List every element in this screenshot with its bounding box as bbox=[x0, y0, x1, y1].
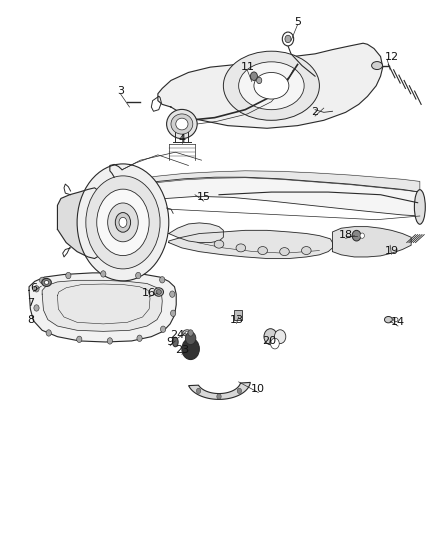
Polygon shape bbox=[110, 177, 420, 216]
Ellipse shape bbox=[108, 203, 138, 242]
Polygon shape bbox=[332, 227, 411, 257]
Text: 7: 7 bbox=[27, 297, 34, 308]
Circle shape bbox=[237, 388, 242, 393]
Ellipse shape bbox=[254, 72, 289, 99]
Ellipse shape bbox=[239, 62, 304, 110]
Ellipse shape bbox=[166, 109, 197, 139]
Circle shape bbox=[137, 335, 142, 342]
Text: 6: 6 bbox=[30, 283, 37, 293]
Ellipse shape bbox=[301, 247, 311, 255]
Text: 2: 2 bbox=[311, 107, 318, 117]
Text: 16: 16 bbox=[142, 288, 156, 298]
Text: 18: 18 bbox=[339, 230, 353, 240]
Text: 15: 15 bbox=[197, 192, 211, 203]
Circle shape bbox=[264, 329, 277, 345]
Circle shape bbox=[285, 35, 291, 43]
Text: 4: 4 bbox=[178, 134, 185, 144]
Ellipse shape bbox=[258, 247, 268, 255]
Circle shape bbox=[107, 338, 113, 344]
Circle shape bbox=[182, 338, 199, 360]
Circle shape bbox=[257, 77, 262, 84]
Text: 11: 11 bbox=[240, 62, 254, 72]
Text: 5: 5 bbox=[294, 17, 301, 27]
Text: 23: 23 bbox=[175, 345, 189, 356]
Circle shape bbox=[271, 338, 279, 349]
Ellipse shape bbox=[119, 217, 127, 228]
Circle shape bbox=[196, 388, 201, 393]
Polygon shape bbox=[57, 188, 103, 259]
Circle shape bbox=[34, 305, 39, 311]
Text: 10: 10 bbox=[251, 384, 265, 394]
Circle shape bbox=[101, 271, 106, 277]
Ellipse shape bbox=[173, 337, 178, 347]
Ellipse shape bbox=[171, 114, 193, 134]
Text: 24: 24 bbox=[170, 329, 185, 340]
Text: 12: 12 bbox=[385, 52, 399, 61]
Polygon shape bbox=[169, 230, 332, 259]
Polygon shape bbox=[110, 171, 420, 192]
Circle shape bbox=[66, 272, 71, 279]
Text: 9: 9 bbox=[166, 337, 173, 347]
Ellipse shape bbox=[394, 318, 398, 322]
Ellipse shape bbox=[154, 288, 163, 296]
Ellipse shape bbox=[44, 280, 49, 284]
Bar bbox=[234, 310, 242, 320]
Ellipse shape bbox=[115, 213, 131, 232]
Ellipse shape bbox=[77, 164, 169, 281]
Circle shape bbox=[170, 310, 176, 317]
Ellipse shape bbox=[185, 332, 189, 335]
Text: 20: 20 bbox=[262, 336, 276, 346]
Circle shape bbox=[283, 32, 293, 46]
Polygon shape bbox=[158, 43, 383, 128]
Circle shape bbox=[34, 286, 39, 292]
Ellipse shape bbox=[176, 118, 188, 130]
Text: 19: 19 bbox=[385, 246, 399, 255]
Circle shape bbox=[352, 230, 361, 241]
Ellipse shape bbox=[371, 62, 382, 69]
Circle shape bbox=[360, 233, 364, 238]
Ellipse shape bbox=[42, 278, 51, 286]
Circle shape bbox=[39, 277, 45, 284]
Ellipse shape bbox=[214, 240, 224, 248]
Ellipse shape bbox=[223, 51, 319, 120]
Text: 13: 13 bbox=[230, 314, 244, 325]
Circle shape bbox=[217, 394, 221, 399]
Circle shape bbox=[160, 326, 166, 333]
Ellipse shape bbox=[97, 189, 149, 256]
Circle shape bbox=[46, 330, 51, 336]
Ellipse shape bbox=[280, 248, 289, 256]
Circle shape bbox=[188, 330, 193, 336]
Text: 14: 14 bbox=[391, 317, 405, 327]
Ellipse shape bbox=[86, 176, 160, 269]
Polygon shape bbox=[29, 273, 176, 342]
Ellipse shape bbox=[236, 244, 246, 252]
Circle shape bbox=[136, 272, 141, 279]
Circle shape bbox=[275, 330, 286, 344]
Ellipse shape bbox=[156, 289, 161, 294]
Text: 3: 3 bbox=[117, 86, 124, 96]
Polygon shape bbox=[42, 280, 162, 332]
Circle shape bbox=[77, 336, 82, 343]
Ellipse shape bbox=[385, 317, 392, 323]
Polygon shape bbox=[169, 223, 223, 243]
Circle shape bbox=[170, 291, 175, 297]
Circle shape bbox=[185, 332, 196, 345]
Circle shape bbox=[251, 72, 258, 80]
Polygon shape bbox=[189, 382, 250, 399]
Text: 8: 8 bbox=[27, 314, 34, 325]
Ellipse shape bbox=[183, 330, 191, 336]
Circle shape bbox=[159, 277, 165, 283]
Ellipse shape bbox=[414, 190, 425, 224]
